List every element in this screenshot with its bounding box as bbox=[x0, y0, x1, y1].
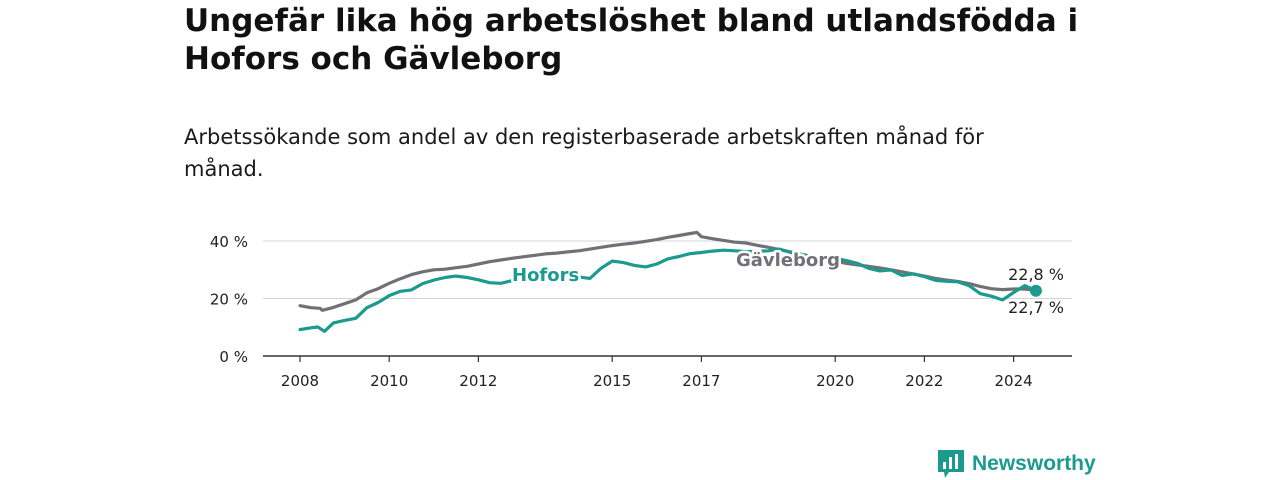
x-tick-label: 2020 bbox=[816, 372, 854, 390]
series-label-gavleborg: Gävleborg bbox=[736, 250, 840, 271]
series-label-hofors: Hofors bbox=[512, 265, 579, 286]
x-axis: 2008 2010 2012 2015 2017 2020 2022 2024 bbox=[263, 355, 1072, 390]
x-tick-label: 2010 bbox=[370, 372, 408, 390]
newsworthy-logo: Newsworthy bbox=[937, 449, 1096, 479]
x-tick-label: 2024 bbox=[995, 372, 1033, 390]
chart-title: Ungefär lika hög arbetslöshet bland utla… bbox=[184, 3, 1079, 77]
end-value-hofors: 22,7 % bbox=[1008, 298, 1064, 317]
chart-subtitle: Arbetssökande som andel av den registerb… bbox=[184, 125, 984, 181]
series-labels: Hofors Gävleborg 22,8 % 22,7 % bbox=[510, 248, 1065, 318]
x-tick-label: 2008 bbox=[281, 372, 319, 390]
series-line-hofors bbox=[298, 247, 1038, 333]
x-tick-label: 2012 bbox=[459, 372, 497, 390]
y-tick-label: 0 % bbox=[219, 348, 248, 366]
y-tick-label: 20 % bbox=[210, 291, 248, 309]
x-tick-label: 2015 bbox=[593, 372, 631, 390]
y-axis-tick-labels: 0 % 20 % 40 % bbox=[210, 233, 248, 366]
gridlines bbox=[263, 240, 1072, 299]
brand-name: Newsworthy bbox=[972, 452, 1096, 475]
x-tick-label: 2022 bbox=[905, 372, 943, 390]
series-lines bbox=[298, 230, 1038, 333]
bar-chart-logo-icon bbox=[938, 450, 964, 478]
y-tick-label: 40 % bbox=[210, 233, 248, 251]
end-value-gavleborg: 22,8 % bbox=[1008, 265, 1064, 284]
end-point-hofors bbox=[1029, 284, 1042, 297]
x-tick-label: 2017 bbox=[682, 372, 720, 390]
